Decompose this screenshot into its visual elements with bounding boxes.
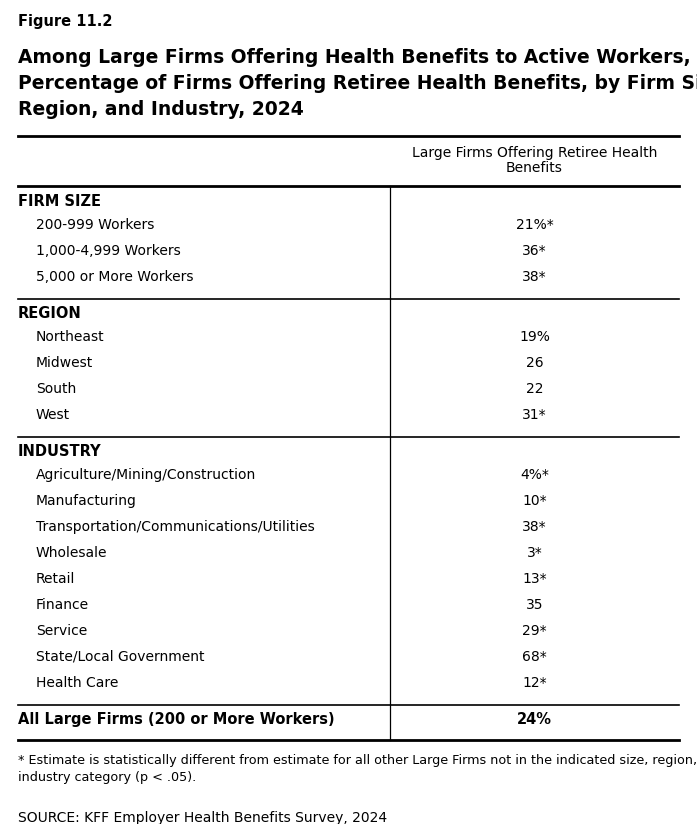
Text: Health Care: Health Care [36,676,118,690]
Text: Wholesale: Wholesale [36,546,107,560]
Text: FIRM SIZE: FIRM SIZE [18,194,101,209]
Text: 38*: 38* [522,270,547,284]
Text: 36*: 36* [522,244,547,258]
Text: industry category (p < .05).: industry category (p < .05). [18,771,197,784]
Text: 4%*: 4%* [520,468,549,482]
Text: 26: 26 [526,356,544,370]
Text: Region, and Industry, 2024: Region, and Industry, 2024 [18,100,304,119]
Text: 38*: 38* [522,520,547,534]
Text: 29*: 29* [522,624,547,638]
Text: 13*: 13* [522,572,547,586]
Text: 21%*: 21%* [516,218,553,232]
Text: Finance: Finance [36,598,89,612]
Text: 10*: 10* [522,494,547,508]
Text: 31*: 31* [522,408,547,422]
Text: 24%: 24% [517,712,552,727]
Text: 35: 35 [526,598,543,612]
Text: Percentage of Firms Offering Retiree Health Benefits, by Firm Size,: Percentage of Firms Offering Retiree Hea… [18,74,697,93]
Text: 5,000 or More Workers: 5,000 or More Workers [36,270,194,284]
Text: Service: Service [36,624,87,638]
Text: 3*: 3* [527,546,542,560]
Text: SOURCE: KFF Employer Health Benefits Survey, 2024: SOURCE: KFF Employer Health Benefits Sur… [18,811,387,824]
Text: West: West [36,408,70,422]
Text: 12*: 12* [522,676,547,690]
Text: 200-999 Workers: 200-999 Workers [36,218,154,232]
Text: INDUSTRY: INDUSTRY [18,444,102,459]
Text: Midwest: Midwest [36,356,93,370]
Text: All Large Firms (200 or More Workers): All Large Firms (200 or More Workers) [18,712,335,727]
Text: State/Local Government: State/Local Government [36,650,204,664]
Text: Retail: Retail [36,572,75,586]
Text: REGION: REGION [18,306,82,321]
Text: Northeast: Northeast [36,330,105,344]
Text: 22: 22 [526,382,543,396]
Text: South: South [36,382,76,396]
Text: 68*: 68* [522,650,547,664]
Text: Figure 11.2: Figure 11.2 [18,14,112,29]
Text: Large Firms Offering Retiree Health: Large Firms Offering Retiree Health [412,146,657,160]
Text: * Estimate is statistically different from estimate for all other Large Firms no: * Estimate is statistically different fr… [18,754,697,767]
Text: 19%: 19% [519,330,550,344]
Text: Manufacturing: Manufacturing [36,494,137,508]
Text: Agriculture/Mining/Construction: Agriculture/Mining/Construction [36,468,256,482]
Text: 1,000-4,999 Workers: 1,000-4,999 Workers [36,244,181,258]
Text: Among Large Firms Offering Health Benefits to Active Workers,: Among Large Firms Offering Health Benefi… [18,48,691,67]
Text: Benefits: Benefits [506,161,563,175]
Text: Transportation/Communications/Utilities: Transportation/Communications/Utilities [36,520,315,534]
